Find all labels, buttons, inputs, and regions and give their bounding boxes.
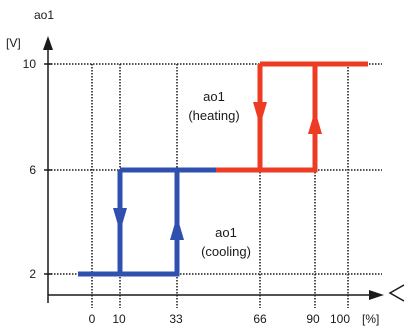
y-tick-label-2: 2 (29, 267, 36, 281)
heating-arrow-down (253, 102, 267, 126)
x-axis-arrowhead (369, 290, 384, 300)
x-tick-label-100: 100 (330, 312, 350, 326)
cooling-loop-path (78, 167, 216, 277)
y-axis-unit: [V] (6, 36, 21, 50)
x-tick-label-10: 10 (112, 312, 126, 326)
x-axis-unit: [%] (362, 312, 379, 326)
y-tick-label-6: 6 (29, 163, 36, 177)
x-tick-label-90: 90 (306, 312, 320, 326)
heating-label-line2: (heating) (188, 108, 239, 123)
y-tick-label-10: 10 (23, 57, 37, 71)
y-axis-title: ao1 (34, 8, 54, 22)
heating-arrow-up (308, 110, 322, 134)
x-tick-label-0: 0 (89, 312, 96, 326)
delta-triangle-icon (388, 284, 405, 302)
x-tick-label-66: 66 (253, 312, 267, 326)
cooling-curve (78, 167, 216, 277)
x-tick-label-33: 33 (169, 312, 183, 326)
cooling-arrow-down (113, 208, 127, 232)
cooling-label-line2: (cooling) (201, 244, 251, 259)
y-axis-arrowhead (43, 36, 53, 50)
cooling-arrow-up (170, 216, 184, 240)
heating-curve (216, 61, 368, 173)
cooling-label-line1: ao1 (215, 225, 237, 240)
heating-label-line1: ao1 (203, 89, 225, 104)
